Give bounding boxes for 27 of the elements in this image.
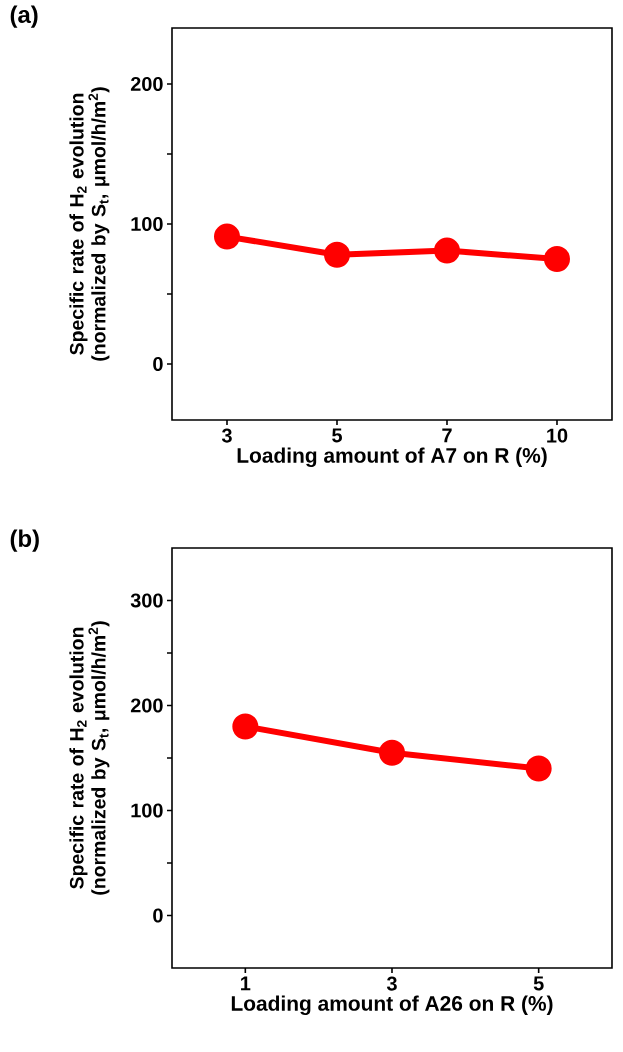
x-tick-label: 1 <box>241 976 251 991</box>
x-tick-label: 3 <box>221 428 232 443</box>
text: Specific rate of H$_{2}$ evolution (normalized by S$_{t}$, μmol/h/m$^{2}$) <box>69 621 110 895</box>
y-tick-label: 200 <box>130 698 163 713</box>
point <box>379 739 405 766</box>
point <box>324 241 350 268</box>
text: (a) <box>10 5 38 28</box>
point <box>214 223 240 250</box>
x-tick-label: 5 <box>533 976 544 991</box>
x-tick-label: 5 <box>332 428 342 443</box>
point <box>525 755 552 782</box>
x-tick-label: 10 <box>547 428 568 443</box>
text: (b) <box>10 529 39 552</box>
point <box>434 237 460 264</box>
y-tick-label: 300 <box>130 593 163 608</box>
y-tick-label: 100 <box>131 803 163 818</box>
x-axis-title: Loading amount of A7 on R (%) <box>237 447 547 468</box>
y-tick-label: 0 <box>153 908 163 923</box>
point <box>544 245 570 272</box>
x-axis-title: Loading amount of A26 on R (%) <box>231 995 553 1016</box>
y-tick-label: 100 <box>131 216 163 232</box>
y-tick-label: 200 <box>130 76 163 92</box>
x-tick-label: 7 <box>442 428 452 443</box>
y-tick-label: 0 <box>153 356 163 372</box>
x-tick-label: 3 <box>386 976 397 991</box>
point <box>232 713 259 740</box>
text: Specific rate of H$_{2}$ evolution (normalized by S$_{t}$, μmol/h/m$^{2}$) <box>69 87 110 361</box>
